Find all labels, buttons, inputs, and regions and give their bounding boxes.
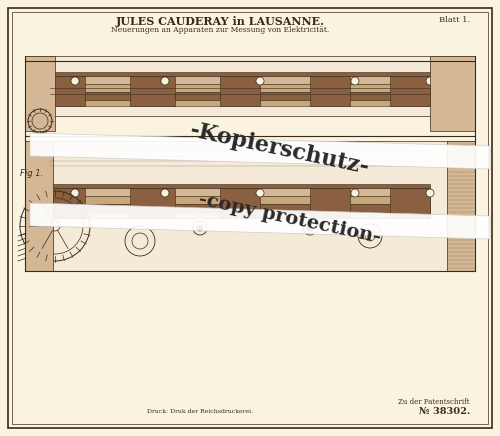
Circle shape xyxy=(161,189,169,197)
Circle shape xyxy=(351,189,359,197)
Text: Neuerungen an Apparaten zur Messung von Elektricität.: Neuerungen an Apparaten zur Messung von … xyxy=(111,26,329,34)
Bar xyxy=(50,196,430,204)
Circle shape xyxy=(307,225,313,231)
Bar xyxy=(310,188,350,218)
Bar xyxy=(50,72,430,76)
Polygon shape xyxy=(30,203,490,239)
Text: -copy protection-: -copy protection- xyxy=(198,191,382,247)
Text: Zu der Patentschrift: Zu der Patentschrift xyxy=(398,398,470,406)
Bar xyxy=(447,141,475,271)
Circle shape xyxy=(161,77,169,85)
Bar xyxy=(50,212,430,218)
Circle shape xyxy=(426,77,434,85)
Bar xyxy=(50,204,430,212)
Circle shape xyxy=(197,225,203,231)
Bar xyxy=(50,184,430,188)
Bar xyxy=(310,76,350,106)
Bar xyxy=(50,76,85,106)
Bar xyxy=(50,100,430,106)
Bar xyxy=(25,56,475,116)
Bar xyxy=(50,188,85,218)
Bar xyxy=(430,56,475,131)
Circle shape xyxy=(256,189,264,197)
Text: JULES CAUDERAY in LAUSANNE.: JULES CAUDERAY in LAUSANNE. xyxy=(116,16,324,27)
Bar xyxy=(50,188,430,196)
Bar xyxy=(220,76,260,106)
Text: № 38302.: № 38302. xyxy=(419,407,470,416)
Bar xyxy=(390,76,430,106)
Bar xyxy=(390,188,430,218)
Bar xyxy=(130,76,175,106)
Bar xyxy=(220,188,260,218)
Bar xyxy=(50,92,430,100)
Bar xyxy=(50,84,430,92)
Bar xyxy=(130,188,175,218)
Bar xyxy=(25,141,53,271)
Bar xyxy=(25,56,55,131)
Circle shape xyxy=(256,77,264,85)
Text: Druck: Druk der Reichsdruckerei.: Druck: Druk der Reichsdruckerei. xyxy=(147,409,253,414)
Polygon shape xyxy=(30,133,490,169)
Bar xyxy=(50,76,430,84)
Text: -Kopierschutz-: -Kopierschutz- xyxy=(188,119,372,179)
Text: Blatt 1.: Blatt 1. xyxy=(439,16,470,24)
Circle shape xyxy=(71,189,79,197)
Text: Fig 1.: Fig 1. xyxy=(20,169,44,178)
Bar xyxy=(25,141,475,271)
Circle shape xyxy=(426,189,434,197)
Circle shape xyxy=(71,77,79,85)
Circle shape xyxy=(351,77,359,85)
